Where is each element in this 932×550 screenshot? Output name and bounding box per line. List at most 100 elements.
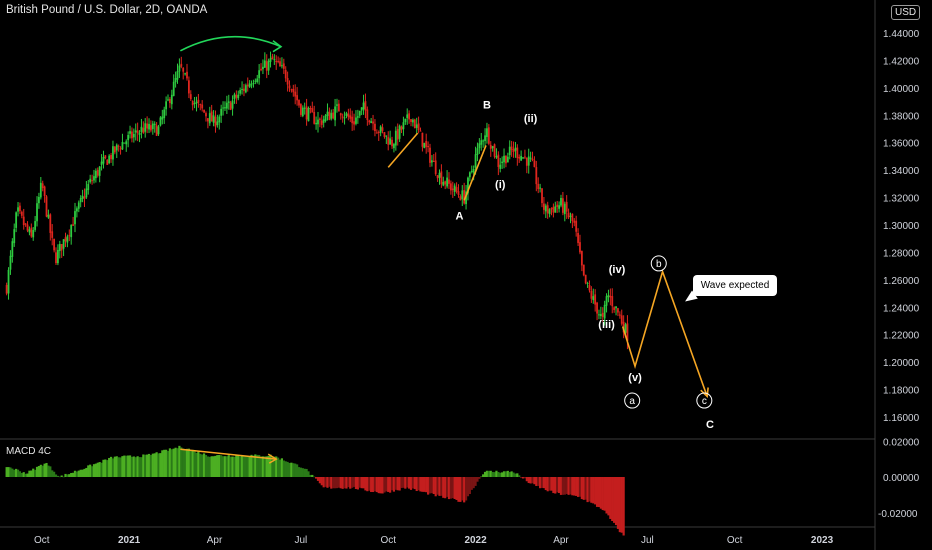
price-tick-label: 1.20000 <box>883 358 920 369</box>
candle <box>324 113 327 123</box>
macd-bar <box>83 468 86 477</box>
macd-bar <box>70 472 73 477</box>
candle <box>520 150 523 162</box>
price-axis[interactable]: 1.44000 1.42000 1.40000 1.38000 1.36000 1.340… <box>883 29 920 424</box>
macd-divergence-line[interactable] <box>180 448 277 460</box>
price-tick-label: 1.34000 <box>883 166 920 177</box>
macd-bar <box>466 477 470 497</box>
candle <box>241 81 243 95</box>
macd-bar <box>165 449 168 477</box>
macd-bar <box>182 448 185 477</box>
macd-bar <box>297 467 301 477</box>
candle <box>22 208 25 230</box>
candle <box>262 59 264 75</box>
time-axis[interactable]: Oct 2021 Apr Jul Oct 2022 Apr Jul Oct 2023 <box>34 535 834 546</box>
candle <box>148 118 150 134</box>
macd-bar <box>343 477 346 489</box>
macd-bar <box>459 477 462 502</box>
wave-line[interactable] <box>463 145 487 201</box>
macd-bar <box>47 465 50 477</box>
time-tick-label: 2022 <box>464 535 487 546</box>
curved-arrow[interactable] <box>179 35 282 52</box>
candle <box>96 167 99 178</box>
candle <box>157 124 160 136</box>
svg-text:a: a <box>629 396 635 407</box>
macd-bar <box>352 477 356 487</box>
macd-bar <box>611 477 614 522</box>
macd-bar <box>601 477 604 511</box>
macd-bar <box>303 468 306 477</box>
candle <box>394 126 397 151</box>
macd-bar <box>229 456 232 477</box>
wave-line[interactable] <box>387 132 419 168</box>
candle <box>467 176 469 201</box>
candle <box>123 142 126 144</box>
candle <box>393 142 395 153</box>
macd-bar <box>546 477 549 492</box>
macd-bar <box>557 477 561 493</box>
candle <box>176 63 179 84</box>
candle <box>131 127 133 143</box>
candle <box>108 154 111 165</box>
candle <box>478 138 481 154</box>
candle <box>113 146 116 155</box>
candle <box>486 122 488 144</box>
indicator-label[interactable]: MACD 4C <box>6 446 52 457</box>
candle <box>184 72 186 76</box>
candle <box>404 118 407 125</box>
candle <box>218 114 221 130</box>
macd-bar <box>442 477 445 498</box>
candle <box>598 309 600 320</box>
candle <box>617 307 619 317</box>
macd-bar <box>356 477 359 490</box>
candle <box>503 148 505 169</box>
candle <box>389 130 392 145</box>
candle <box>104 155 107 160</box>
projection-arrowhead <box>700 387 709 399</box>
candle <box>28 226 31 236</box>
macd-bar <box>603 477 606 511</box>
macd-bar <box>64 473 67 477</box>
candle <box>510 140 513 157</box>
macd-bar <box>85 467 88 477</box>
macd-bar <box>354 477 358 489</box>
candle <box>379 125 382 137</box>
candle <box>231 95 234 116</box>
macd-bar <box>508 472 511 477</box>
candle <box>159 116 162 127</box>
macd-bar <box>9 467 12 477</box>
currency-badge[interactable]: USD <box>891 5 921 20</box>
macd-bar <box>571 477 574 496</box>
candle <box>618 311 621 319</box>
macd-bar <box>223 456 227 477</box>
macd-bar <box>296 464 299 477</box>
candle <box>584 274 587 285</box>
macd-bar <box>168 448 172 477</box>
macd-bar <box>246 456 249 477</box>
curved-arrowhead <box>272 40 283 53</box>
macd-bar <box>172 448 175 477</box>
macd-bar <box>387 477 390 492</box>
candle <box>560 194 562 208</box>
candle <box>533 156 536 168</box>
macd-bar <box>550 477 553 491</box>
macd-bar <box>191 449 194 477</box>
macd-bar <box>565 477 568 494</box>
candle <box>396 123 399 146</box>
wave-line[interactable] <box>621 269 708 397</box>
macd-bar <box>280 458 284 477</box>
time-tick-label: 2023 <box>811 535 834 546</box>
macd-bar <box>252 455 255 477</box>
candle <box>491 145 494 152</box>
macd-bar <box>58 476 61 478</box>
svg-text:(i): (i) <box>495 179 506 191</box>
macd-bar <box>326 477 329 488</box>
candle <box>514 141 517 158</box>
candle <box>229 100 232 111</box>
candle <box>307 106 310 122</box>
candle <box>569 212 572 224</box>
candle <box>544 203 547 218</box>
candle <box>449 180 452 195</box>
candle <box>180 56 183 69</box>
candle <box>129 125 131 139</box>
